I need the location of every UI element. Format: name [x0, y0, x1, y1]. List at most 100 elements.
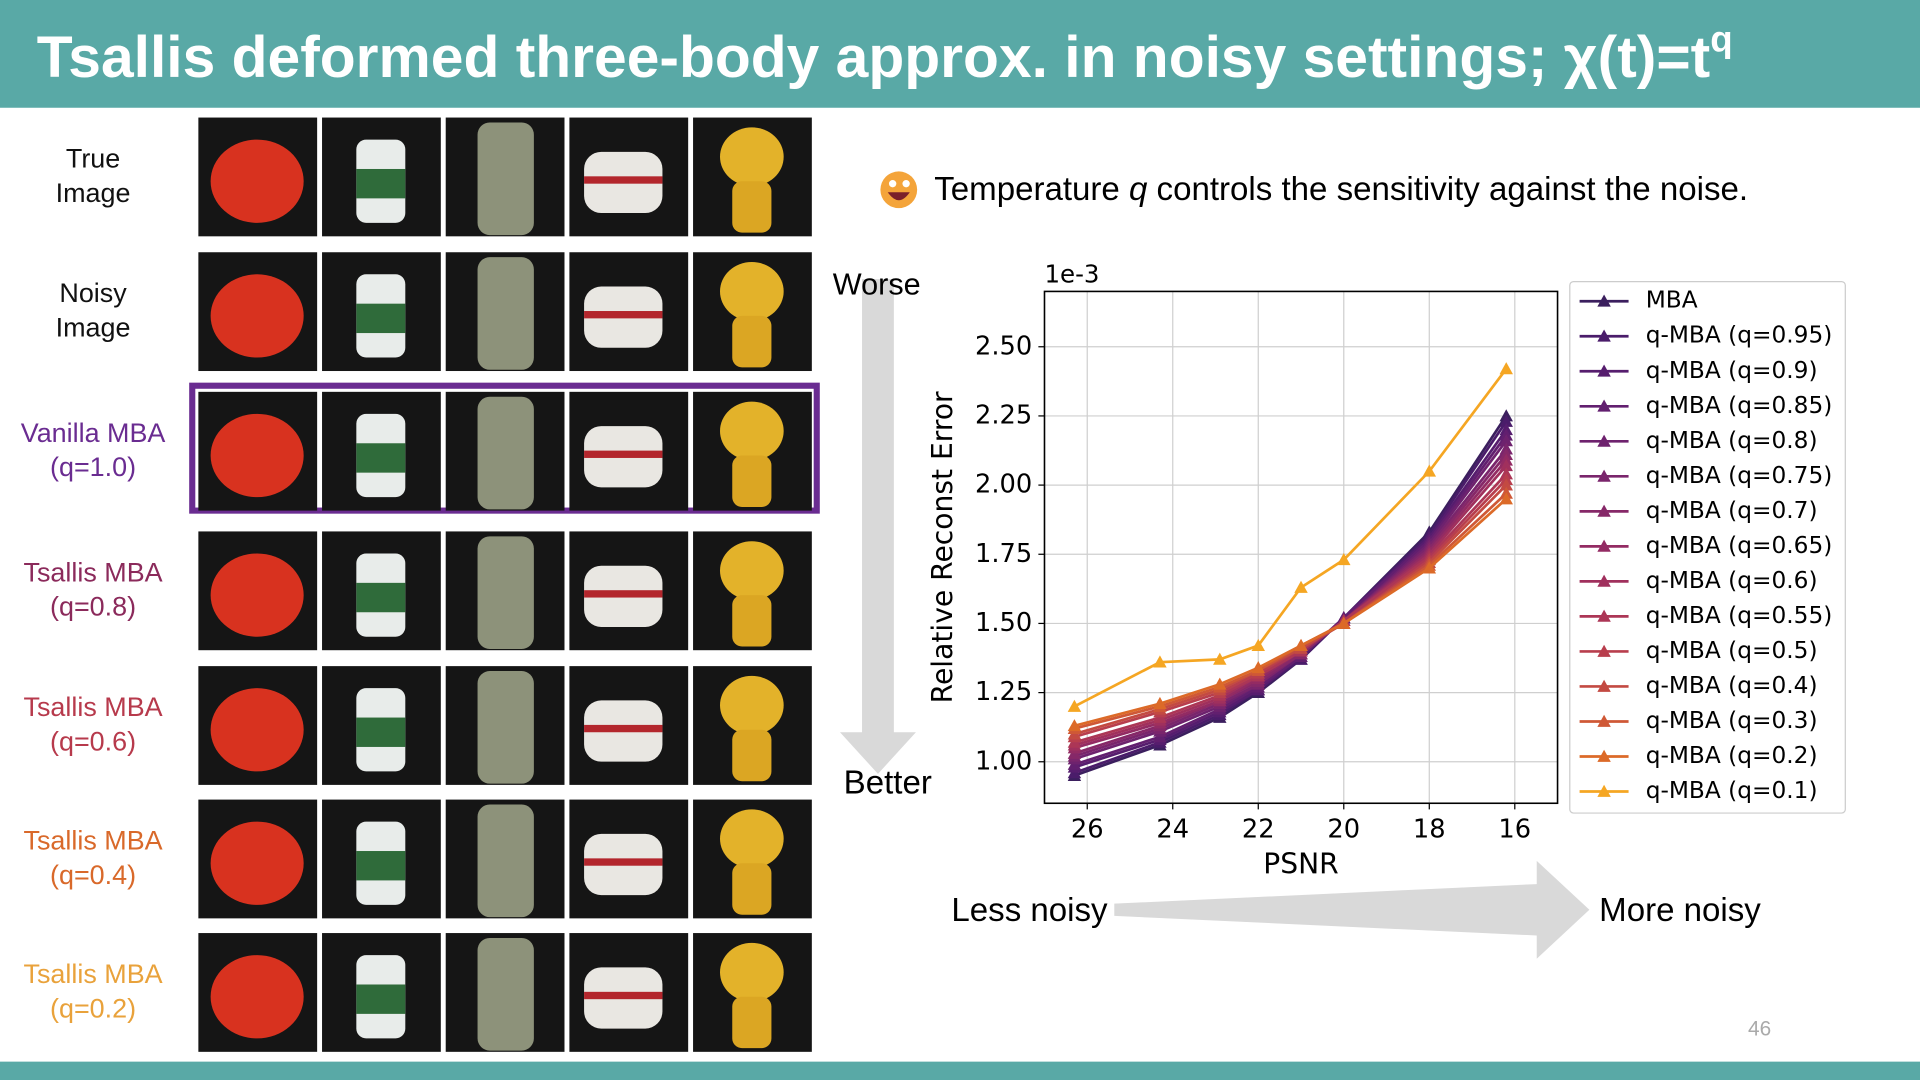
cat-head — [720, 262, 784, 321]
stripe — [584, 450, 663, 458]
image-tile — [322, 933, 441, 1052]
offset-label: 1e-3 — [1044, 260, 1099, 289]
x-tick-label: 16 — [1498, 815, 1531, 845]
row-label: Image — [56, 178, 131, 208]
legend-label: q-MBA (q=0.8) — [1646, 427, 1818, 454]
stripe — [584, 311, 663, 319]
row-label: Vanilla MBA — [21, 418, 166, 448]
legend-marker — [1597, 399, 1611, 412]
legend-marker — [1597, 714, 1611, 727]
emoji — [880, 171, 918, 209]
cat-body — [732, 455, 772, 507]
better-label: Better — [844, 765, 932, 802]
series-line — [1073, 368, 1508, 708]
cat-head — [720, 401, 784, 461]
plot-frame — [1043, 290, 1559, 805]
y-tick-label: 1.50 — [975, 608, 1032, 638]
image-tile — [198, 252, 318, 372]
point-marker — [1422, 561, 1437, 574]
cat-head — [720, 675, 784, 735]
title-bar — [0, 0, 1920, 108]
tomato — [210, 274, 304, 358]
point-marker — [1067, 699, 1082, 712]
can — [477, 257, 534, 370]
cat-body — [732, 181, 772, 233]
point-marker — [1337, 553, 1351, 566]
image-tile — [198, 799, 318, 919]
row-label: (q=0.8) — [50, 592, 136, 622]
image-tile — [322, 252, 441, 372]
legend-marker — [1597, 434, 1611, 447]
point-marker — [1153, 655, 1167, 668]
stripe — [584, 724, 663, 733]
y-tick-label: 2.00 — [975, 470, 1032, 500]
legend-label: q-MBA (q=0.7) — [1646, 497, 1818, 524]
label — [356, 582, 406, 613]
can — [477, 804, 534, 918]
point-marker — [1251, 660, 1265, 674]
cat-body — [732, 863, 772, 915]
image-tile — [693, 531, 812, 651]
x-tick-label: 22 — [1242, 815, 1275, 845]
legend-marker — [1597, 644, 1611, 657]
legend-label: q-MBA (q=0.55) — [1646, 602, 1833, 629]
row-label: Tsallis MBA — [23, 959, 162, 989]
legend-marker — [1597, 329, 1611, 342]
legend-marker — [1597, 574, 1611, 587]
tomato — [210, 688, 304, 772]
image-tile — [693, 666, 812, 785]
legend-label: q-MBA (q=0.2) — [1646, 742, 1818, 769]
legend-label: q-MBA (q=0.95) — [1646, 322, 1833, 349]
label — [356, 851, 406, 881]
label — [356, 984, 406, 1014]
legend-marker — [1597, 609, 1611, 622]
image-tile — [322, 531, 441, 651]
can — [477, 536, 534, 649]
cat-head — [720, 127, 784, 187]
series-line — [1074, 453, 1508, 755]
y-axis-label: Relative Reconst Error — [926, 391, 959, 703]
legend-marker — [1597, 504, 1611, 517]
point-marker — [1294, 638, 1308, 651]
row-label: Image — [56, 312, 131, 342]
row-label: Tsallis MBA — [23, 826, 162, 856]
series-line — [1074, 473, 1508, 744]
point-marker — [1499, 492, 1513, 505]
more-noisy-label: More noisy — [1599, 892, 1761, 929]
image-tile — [322, 799, 441, 919]
image-tile — [198, 391, 318, 511]
image-tile — [198, 531, 318, 651]
tomato — [210, 139, 304, 223]
series-line — [1074, 464, 1508, 747]
cat-body — [732, 315, 772, 368]
note-italic: q — [1129, 171, 1148, 208]
series-line — [1074, 497, 1508, 728]
slide-title: Tsallis deformed three-body approx. in n… — [37, 18, 1733, 89]
can — [477, 937, 534, 1051]
label — [356, 303, 406, 334]
image-tile — [198, 666, 318, 785]
point-marker — [1251, 638, 1265, 651]
can — [477, 671, 534, 784]
tomato — [210, 413, 304, 498]
y-tick-label: 1.25 — [975, 677, 1032, 707]
x-tick-label: 20 — [1327, 815, 1360, 845]
x-tick-label: 18 — [1413, 815, 1446, 845]
legend-marker — [1597, 539, 1611, 552]
image-tile — [693, 933, 812, 1052]
series-line — [1073, 420, 1508, 775]
point-marker — [1153, 696, 1167, 710]
image-tile — [445, 666, 565, 785]
x-tick-label: 24 — [1156, 815, 1189, 845]
x-axis-label: PSNR — [1263, 848, 1338, 881]
note: Temperature q controls the sensitivity a… — [934, 171, 1748, 208]
image-tile — [693, 391, 812, 511]
can — [477, 396, 534, 510]
row-label: (q=0.2) — [50, 993, 136, 1023]
image-tile — [198, 933, 318, 1052]
legend-box — [1569, 281, 1846, 814]
legend-marker — [1597, 469, 1611, 482]
image-tile — [445, 933, 565, 1052]
